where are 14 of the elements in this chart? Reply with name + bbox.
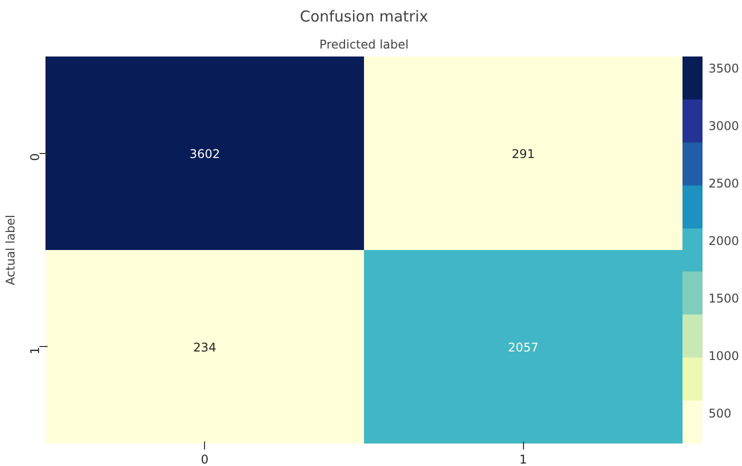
color-bar-label: 1500 bbox=[708, 292, 740, 306]
x-axis-title: Predicted label bbox=[319, 38, 409, 52]
chart-title: Confusion matrix bbox=[300, 8, 428, 26]
color-bar-label: 1000 bbox=[708, 348, 740, 363]
color-bar-label: 500 bbox=[708, 406, 732, 420]
color-bar-label: 3000 bbox=[708, 119, 740, 134]
data-label: 291 bbox=[512, 146, 535, 161]
data-label: 3602 bbox=[189, 146, 220, 161]
y-axis-title: Actual label bbox=[4, 214, 18, 286]
color-bar-label: 2000 bbox=[708, 234, 740, 248]
color-bar-label: 3500 bbox=[708, 62, 740, 76]
color-bar-label: 2500 bbox=[708, 176, 740, 191]
data-label: 234 bbox=[193, 340, 216, 354]
data-label: 2057 bbox=[508, 340, 539, 354]
